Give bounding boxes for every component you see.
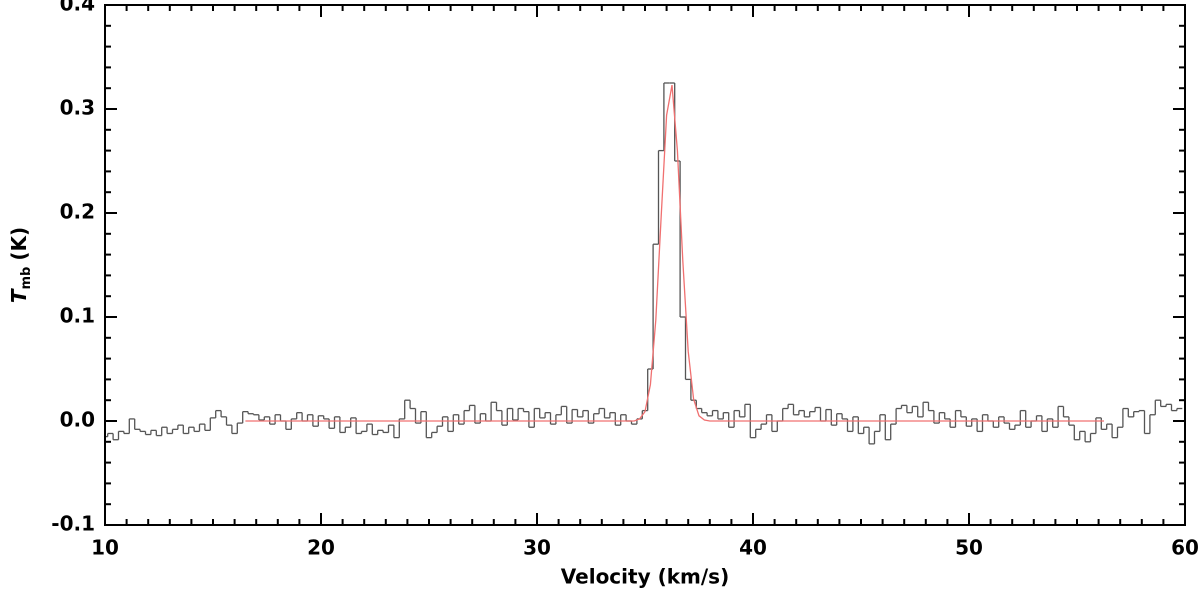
x-tick-label: 30 xyxy=(523,536,551,560)
spectrum-riser xyxy=(107,83,1178,444)
x-tick-label: 20 xyxy=(307,536,335,560)
plot-frame xyxy=(104,4,1186,526)
y-tick-label: 0.2 xyxy=(60,200,95,224)
x-tick-label: 50 xyxy=(955,536,983,560)
fit-line xyxy=(245,84,1104,422)
y-tick-label: 0.4 xyxy=(60,0,95,16)
x-tick-label: 40 xyxy=(739,536,767,560)
y-axis-label: Tmb (K) xyxy=(7,227,34,303)
y-label-sub: mb xyxy=(19,267,34,290)
y-tick-label: 0.3 xyxy=(60,96,95,120)
x-axis-label: Velocity (km/s) xyxy=(561,565,729,589)
y-tick-label: 0.0 xyxy=(60,408,95,432)
y-tick-label: 0.1 xyxy=(60,304,95,328)
y-label-unit: (K) xyxy=(7,227,31,261)
y-label-main: T xyxy=(7,288,31,303)
y-tick-label: -0.1 xyxy=(51,512,95,536)
x-tick-label: 60 xyxy=(1171,536,1199,560)
x-tick-label: 10 xyxy=(91,536,119,560)
